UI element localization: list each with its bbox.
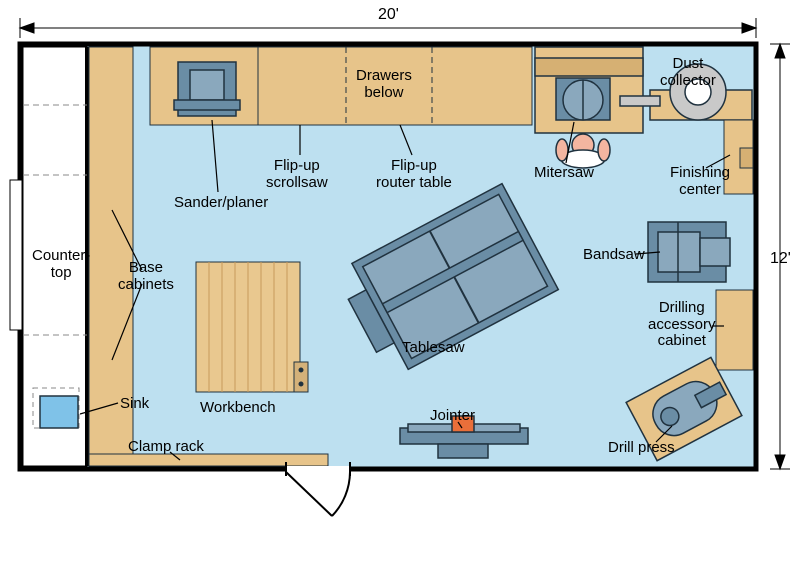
floor-plan	[0, 0, 800, 582]
base-cabinets	[89, 47, 133, 466]
door	[286, 462, 350, 516]
sander-planer	[174, 62, 240, 116]
bandsaw	[648, 222, 730, 282]
clamp-rack	[89, 454, 328, 466]
workbench	[196, 262, 308, 392]
drilling-accessory-cabinet	[716, 290, 753, 370]
sink	[40, 396, 78, 428]
